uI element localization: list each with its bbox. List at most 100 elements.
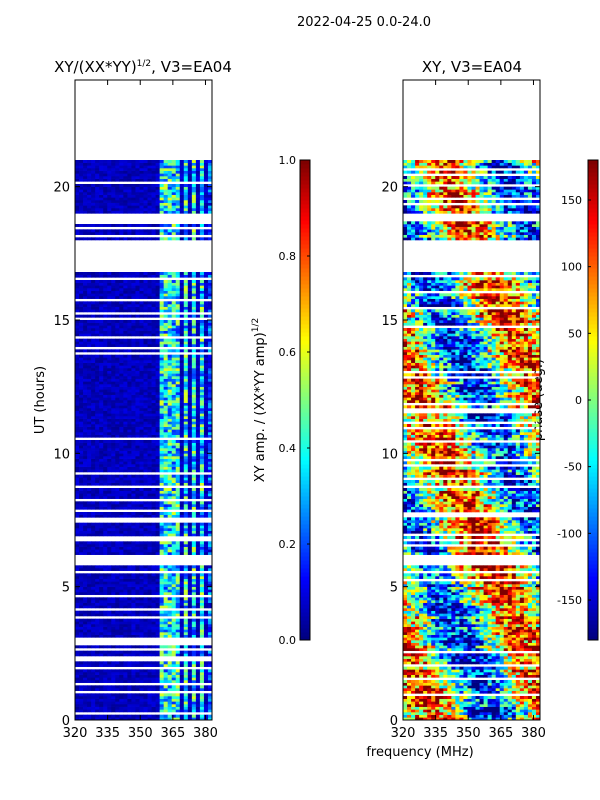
heatmap-cell [159,434,165,438]
heatmap-cell [187,416,193,419]
heatmap-cell [143,280,148,283]
heatmap-cell [179,197,185,201]
heatmap-cell [139,394,144,398]
heatmap-cell [143,290,148,294]
heatmap-cell [199,464,205,467]
heatmap-cell [75,373,80,377]
heatmap-cell [203,410,209,414]
heatmap-cell [111,194,116,198]
heatmap-cell [203,461,209,465]
heatmap-cell [143,480,148,483]
heatmap-cell [171,589,177,593]
heatmap-cell [143,464,148,467]
heatmap-cell [159,696,165,699]
heatmap-cell [179,354,185,358]
heatmap-cell [183,533,189,537]
heatmap-cell [99,376,104,379]
heatmap-cell [135,392,140,395]
heatmap-cell [75,400,80,403]
heatmap-cell [187,394,193,398]
heatmap-cell [131,482,136,486]
heatmap-cell [159,424,165,427]
heatmap-cell [87,293,92,297]
heatmap-cell [115,474,120,478]
heatmap-cell [183,349,189,353]
heatmap-cell [187,698,193,702]
heatmap-cell [195,357,201,361]
heatmap-cell [99,285,104,289]
heatmap-cell [203,320,209,323]
heatmap-cell [95,688,100,691]
heatmap-cell [203,338,209,342]
heatmap-cell [111,440,116,443]
heatmap-cell [127,224,132,227]
heatmap-cell [99,328,104,331]
heatmap-cell [199,202,205,206]
heatmap-cell [187,288,193,291]
heatmap-cell [83,530,88,534]
heatmap-cell [151,592,156,595]
heatmap-cell [171,434,177,438]
heatmap-cell [91,600,96,603]
heatmap-cell [115,202,120,206]
heatmap-cell [143,285,148,289]
heatmap-cell [83,650,88,654]
heatmap-cell [91,189,96,193]
heatmap-cell [159,514,165,518]
heatmap-cell [207,512,213,515]
heatmap-cell [151,373,156,377]
heatmap-cell [199,573,205,577]
heatmap-cell [79,717,84,721]
heatmap-cell [91,442,96,446]
heatmap-cell [107,605,112,609]
heatmap-cell [191,514,197,518]
heatmap-cell [187,360,193,363]
heatmap-cell [159,664,165,667]
heatmap-cell [87,573,92,577]
heatmap-cell [191,200,197,203]
heatmap-cell [171,653,177,657]
heatmap-cell [163,488,169,491]
heatmap-cell [155,354,161,358]
heatmap-cell [119,200,124,203]
heatmap-cell [135,602,140,606]
heatmap-cell [195,408,201,411]
heatmap-cell [187,632,193,635]
heatmap-cell [155,306,161,310]
heatmap-cell [103,480,108,483]
heatmap-cell [203,632,209,635]
heatmap-cell [167,546,173,550]
heatmap-cell [155,458,161,462]
heatmap-cell [107,314,112,318]
heatmap-cell [115,418,120,422]
heatmap-cell [87,581,92,585]
heatmap-cell [171,314,177,318]
heatmap-cell [103,384,108,387]
heatmap-cell [179,714,185,718]
heatmap-cell [187,717,193,721]
heatmap-cell [155,469,161,473]
heatmap-cell [115,680,120,683]
heatmap-cell [187,530,193,534]
heatmap-cell [127,578,132,582]
heatmap-cell [119,584,124,587]
heatmap-cell [127,413,132,417]
heatmap-cell [175,458,181,462]
heatmap-cell [167,394,173,398]
heatmap-cell [79,696,84,699]
heatmap-cell [91,418,96,422]
heatmap-cell [183,418,189,422]
heatmap-cell [111,274,116,278]
heatmap-cell [111,600,116,603]
heatmap-cell [91,354,96,358]
heatmap-cell [167,653,173,657]
heatmap-cell [155,488,161,491]
heatmap-cell [131,429,136,433]
heatmap-cell [75,525,80,529]
heatmap-cell [187,445,193,449]
heatmap-cell [155,661,161,665]
heatmap-cell [171,626,177,630]
heatmap-cell [119,466,124,470]
heatmap-cell [91,698,96,702]
heatmap-cell [119,306,124,310]
